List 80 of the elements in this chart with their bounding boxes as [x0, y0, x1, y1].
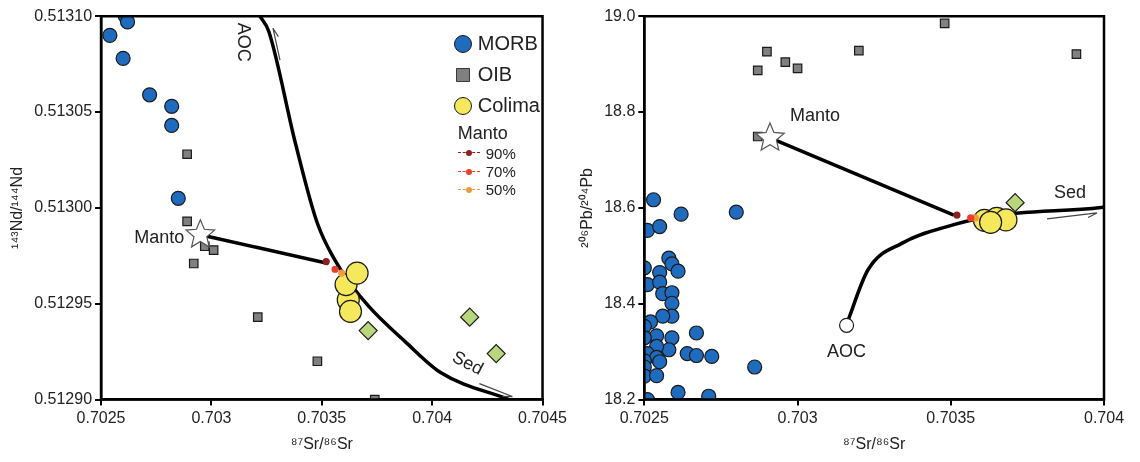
- y-tick-label: 18.4: [604, 294, 636, 312]
- point: [208, 245, 219, 255]
- point: [142, 87, 158, 103]
- y-tick-label: 0.51290: [34, 390, 93, 408]
- x-tick-label: 0.703: [777, 408, 818, 426]
- legend-label: 90%: [485, 144, 516, 162]
- point: [747, 359, 763, 375]
- point: [728, 204, 744, 220]
- y-tick-label: 0.51310: [34, 6, 93, 24]
- point: [752, 65, 763, 76]
- point: [486, 343, 506, 364]
- point: [661, 342, 677, 358]
- point: [1071, 49, 1082, 59]
- x-tick-label: 0.7025: [619, 408, 669, 426]
- y-tick-label: 19.0: [604, 6, 636, 24]
- point: [252, 312, 263, 323]
- point: [164, 98, 180, 114]
- point: [688, 347, 705, 364]
- point: [670, 384, 686, 400]
- annotation: Manto: [789, 104, 841, 125]
- point: [979, 210, 1003, 234]
- x-axis-title: ⁸⁷Sr/⁸⁶Sr: [290, 434, 354, 452]
- annotation: AOC: [234, 22, 255, 62]
- point: [688, 325, 705, 341]
- point: [652, 354, 668, 370]
- point: [102, 27, 118, 43]
- legend-label: Colima: [477, 94, 540, 117]
- x-tick-label: 0.703: [191, 408, 232, 426]
- x-tick-label: 0.704: [412, 408, 453, 426]
- x-tick-label: 0.7025: [76, 408, 126, 426]
- point: [645, 192, 662, 208]
- x-tick-label: 0.7045: [518, 408, 568, 426]
- point: [164, 117, 180, 134]
- point: [854, 45, 864, 56]
- annotation: Manto: [134, 226, 185, 247]
- legend-label: 50%: [485, 181, 516, 199]
- annotation: Sed: [1053, 181, 1087, 202]
- y-axis-title: ¹⁴³Nd/¹⁴⁴Nd: [8, 166, 26, 249]
- y-axis-title: ²⁰⁶Pb/²⁰⁴Pb: [578, 167, 596, 248]
- point: [115, 50, 131, 66]
- x-tick-label: 0.7035: [297, 408, 347, 426]
- point: [939, 18, 950, 29]
- point: [664, 295, 680, 311]
- y-tick-label: 18.2: [604, 390, 636, 408]
- y-tick-label: 18.6: [604, 198, 636, 216]
- point: [655, 308, 671, 324]
- point: [780, 57, 791, 68]
- point: [762, 46, 772, 57]
- point: [185, 219, 216, 248]
- legend-label: MORB: [477, 32, 538, 55]
- y-tick-label: 0.51295: [34, 294, 93, 312]
- point: [182, 149, 192, 160]
- legend-label: OIB: [477, 63, 513, 86]
- point: [673, 206, 689, 222]
- point: [338, 299, 363, 324]
- annotation: Sed: [449, 346, 487, 379]
- point: [838, 317, 855, 333]
- point: [670, 263, 686, 279]
- x-tick-label: 0.704: [1083, 408, 1125, 426]
- point: [460, 307, 480, 327]
- y-tick-label: 18.8: [604, 102, 636, 120]
- point: [170, 190, 186, 206]
- x-axis-title: ⁸⁷Sr/⁸⁶Sr: [843, 434, 906, 452]
- point: [358, 320, 378, 341]
- y-tick-label: 0.51305: [34, 102, 93, 120]
- point: [664, 330, 680, 346]
- annotation: AOC: [827, 341, 867, 362]
- point: [345, 261, 369, 285]
- point: [182, 216, 192, 227]
- legend-label: 70%: [485, 162, 516, 181]
- x-tick-label: 0.7035: [926, 408, 976, 426]
- legend-title: Manto: [457, 123, 509, 144]
- point: [755, 122, 785, 151]
- point: [1005, 193, 1025, 213]
- point: [652, 218, 668, 235]
- y-tick-label: 0.51300: [34, 198, 93, 216]
- point: [312, 356, 323, 367]
- point: [704, 348, 720, 365]
- point: [188, 258, 199, 269]
- point: [649, 368, 665, 384]
